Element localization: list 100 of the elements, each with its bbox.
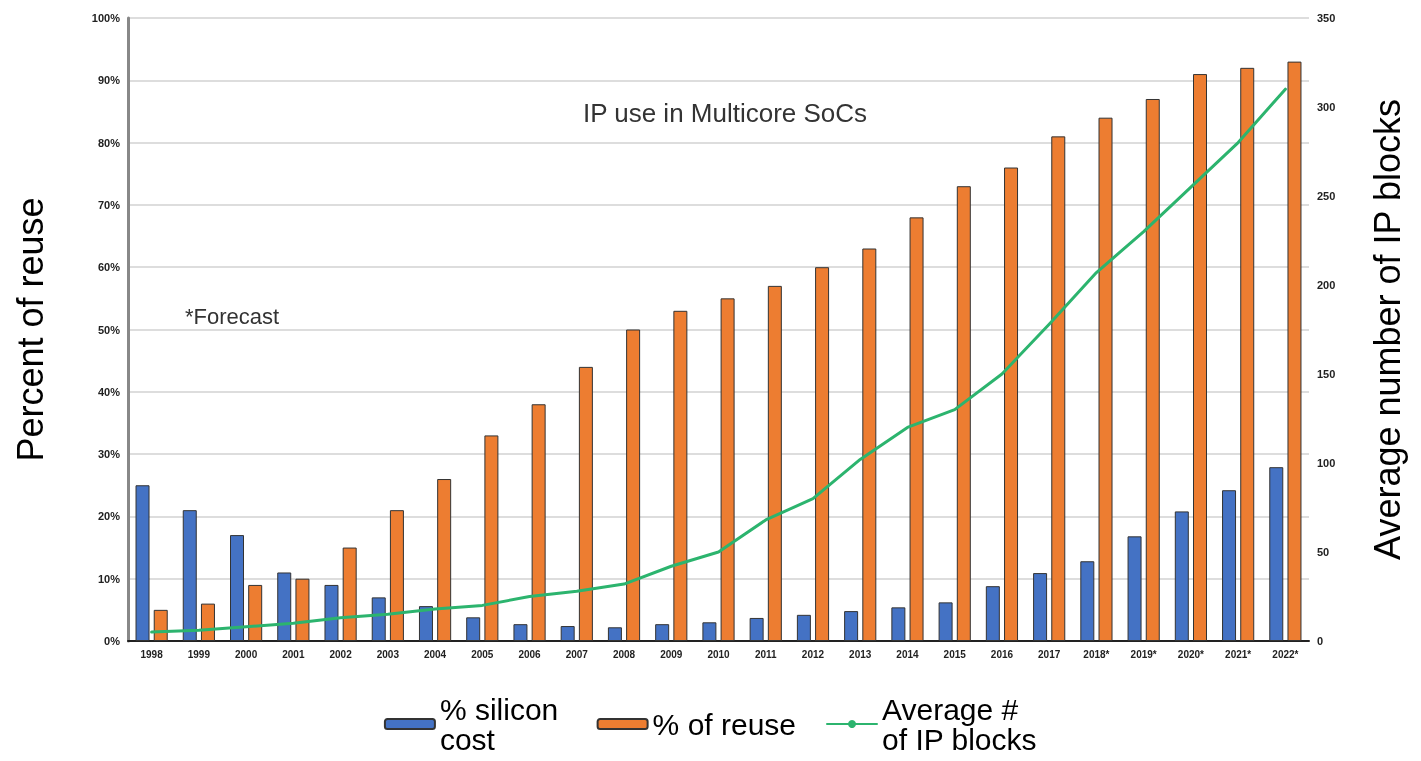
y-tick-label: 90% <box>97 74 121 87</box>
bar <box>371 597 386 641</box>
bar <box>1287 61 1302 641</box>
y2-axis-title: Average number of IP blocks <box>1366 99 1408 560</box>
bar <box>295 578 310 641</box>
x-tick-label: 2020* <box>1177 648 1205 660</box>
x-tick-label: 2018* <box>1083 648 1110 660</box>
bar <box>796 614 811 641</box>
bar <box>418 606 433 641</box>
bar <box>1222 490 1237 641</box>
bar <box>1174 511 1189 641</box>
bar <box>985 586 1000 641</box>
y-tick-label: 60% <box>97 261 121 274</box>
bar <box>248 584 263 641</box>
y-tick-label: 10% <box>97 572 121 585</box>
x-tick-label: 2021* <box>1225 648 1252 660</box>
bar <box>655 624 670 641</box>
y2-tick-label: 200 <box>1317 279 1336 291</box>
bar <box>389 510 404 641</box>
bar <box>673 310 688 641</box>
bar <box>1240 67 1255 641</box>
x-tick-label: 2011 <box>754 648 778 660</box>
x-tick-label: 2015 <box>943 648 967 660</box>
x-tick-label: 2007 <box>565 648 589 660</box>
y2-tick-label: 150 <box>1317 368 1336 380</box>
bar <box>1127 536 1142 641</box>
bar <box>767 285 782 641</box>
x-tick-label: 2006 <box>518 648 542 660</box>
bar <box>531 404 546 641</box>
bar <box>230 535 244 641</box>
x-tick-label: 2005 <box>471 648 494 660</box>
x-tick-label: 2010 <box>707 648 731 660</box>
text: IP use in Multicore SoCs <box>582 98 868 128</box>
bar <box>1145 98 1160 641</box>
y-tick-label: 0% <box>104 635 121 647</box>
bar <box>200 603 215 641</box>
bar <box>277 572 292 641</box>
x-tick-label: 2014 <box>896 648 920 660</box>
x-tick-label: 2013 <box>849 648 872 660</box>
x-tick-label: 2001 <box>282 648 305 660</box>
x-tick-label: 2002 <box>329 648 353 660</box>
bar <box>135 485 150 641</box>
y2-tick-label: 100 <box>1317 457 1336 469</box>
x-tick-label: 2000 <box>234 648 258 660</box>
y-tick-label: 100% <box>91 12 121 24</box>
x-tick-label: 2009 <box>660 648 683 660</box>
bar <box>844 611 859 641</box>
x-tick-label: 2004 <box>423 648 447 660</box>
x-tick-label: 1998 <box>140 648 164 660</box>
legend-label: % of reuse <box>652 707 797 741</box>
bar <box>1098 117 1113 641</box>
legend-label: % silicon cost <box>439 692 567 756</box>
bar <box>956 186 971 641</box>
bar <box>909 217 924 641</box>
x-tick-label: 1999 <box>187 648 211 660</box>
x-tick-label: 2003 <box>376 648 400 660</box>
y-tick-label: 20% <box>97 510 121 523</box>
y2-tick-label: 250 <box>1317 190 1336 202</box>
y2-tick-label: 350 <box>1317 12 1336 24</box>
bar <box>513 624 528 641</box>
y-tick-label: 50% <box>97 323 121 336</box>
bar <box>862 248 877 641</box>
legend-label: Average # of IP blocks <box>882 692 1037 756</box>
bar <box>560 626 575 641</box>
bar <box>1193 74 1207 641</box>
bar <box>324 584 339 641</box>
bar <box>891 607 906 641</box>
bar <box>1033 573 1048 641</box>
x-tick-label: 2019* <box>1130 648 1157 660</box>
y-tick-label: 80% <box>97 136 121 149</box>
bar <box>466 617 481 641</box>
bar <box>437 479 452 641</box>
x-tick-label: 2016 <box>990 648 1014 660</box>
x-tick-label: 2008 <box>612 648 636 660</box>
y-tick-label: 70% <box>97 198 121 211</box>
y-tick-label: 30% <box>97 448 121 461</box>
y2-tick-label: 300 <box>1317 101 1336 113</box>
bar <box>607 627 622 641</box>
bar <box>182 510 197 641</box>
bar <box>815 267 830 641</box>
bar <box>484 435 499 641</box>
y-axis-title: Percent of reuse <box>9 197 51 462</box>
bar <box>1269 467 1284 641</box>
bar <box>720 298 735 641</box>
bar <box>342 547 357 641</box>
bar <box>1051 136 1066 641</box>
x-tick-label: 2012 <box>801 648 825 660</box>
line-series <box>150 87 1287 634</box>
bar <box>938 602 953 641</box>
bar <box>153 609 168 641</box>
y-tick-label: 40% <box>97 385 121 398</box>
bar <box>1004 167 1019 641</box>
x-tick-label: 2017 <box>1038 648 1061 660</box>
bar <box>1080 561 1095 641</box>
bar <box>749 617 764 641</box>
bar <box>626 329 641 641</box>
bar <box>702 622 717 641</box>
y2-tick-label: 50 <box>1317 546 1330 558</box>
y2-tick-label: 0 <box>1317 635 1324 647</box>
x-tick-label: 2022* <box>1272 648 1299 660</box>
